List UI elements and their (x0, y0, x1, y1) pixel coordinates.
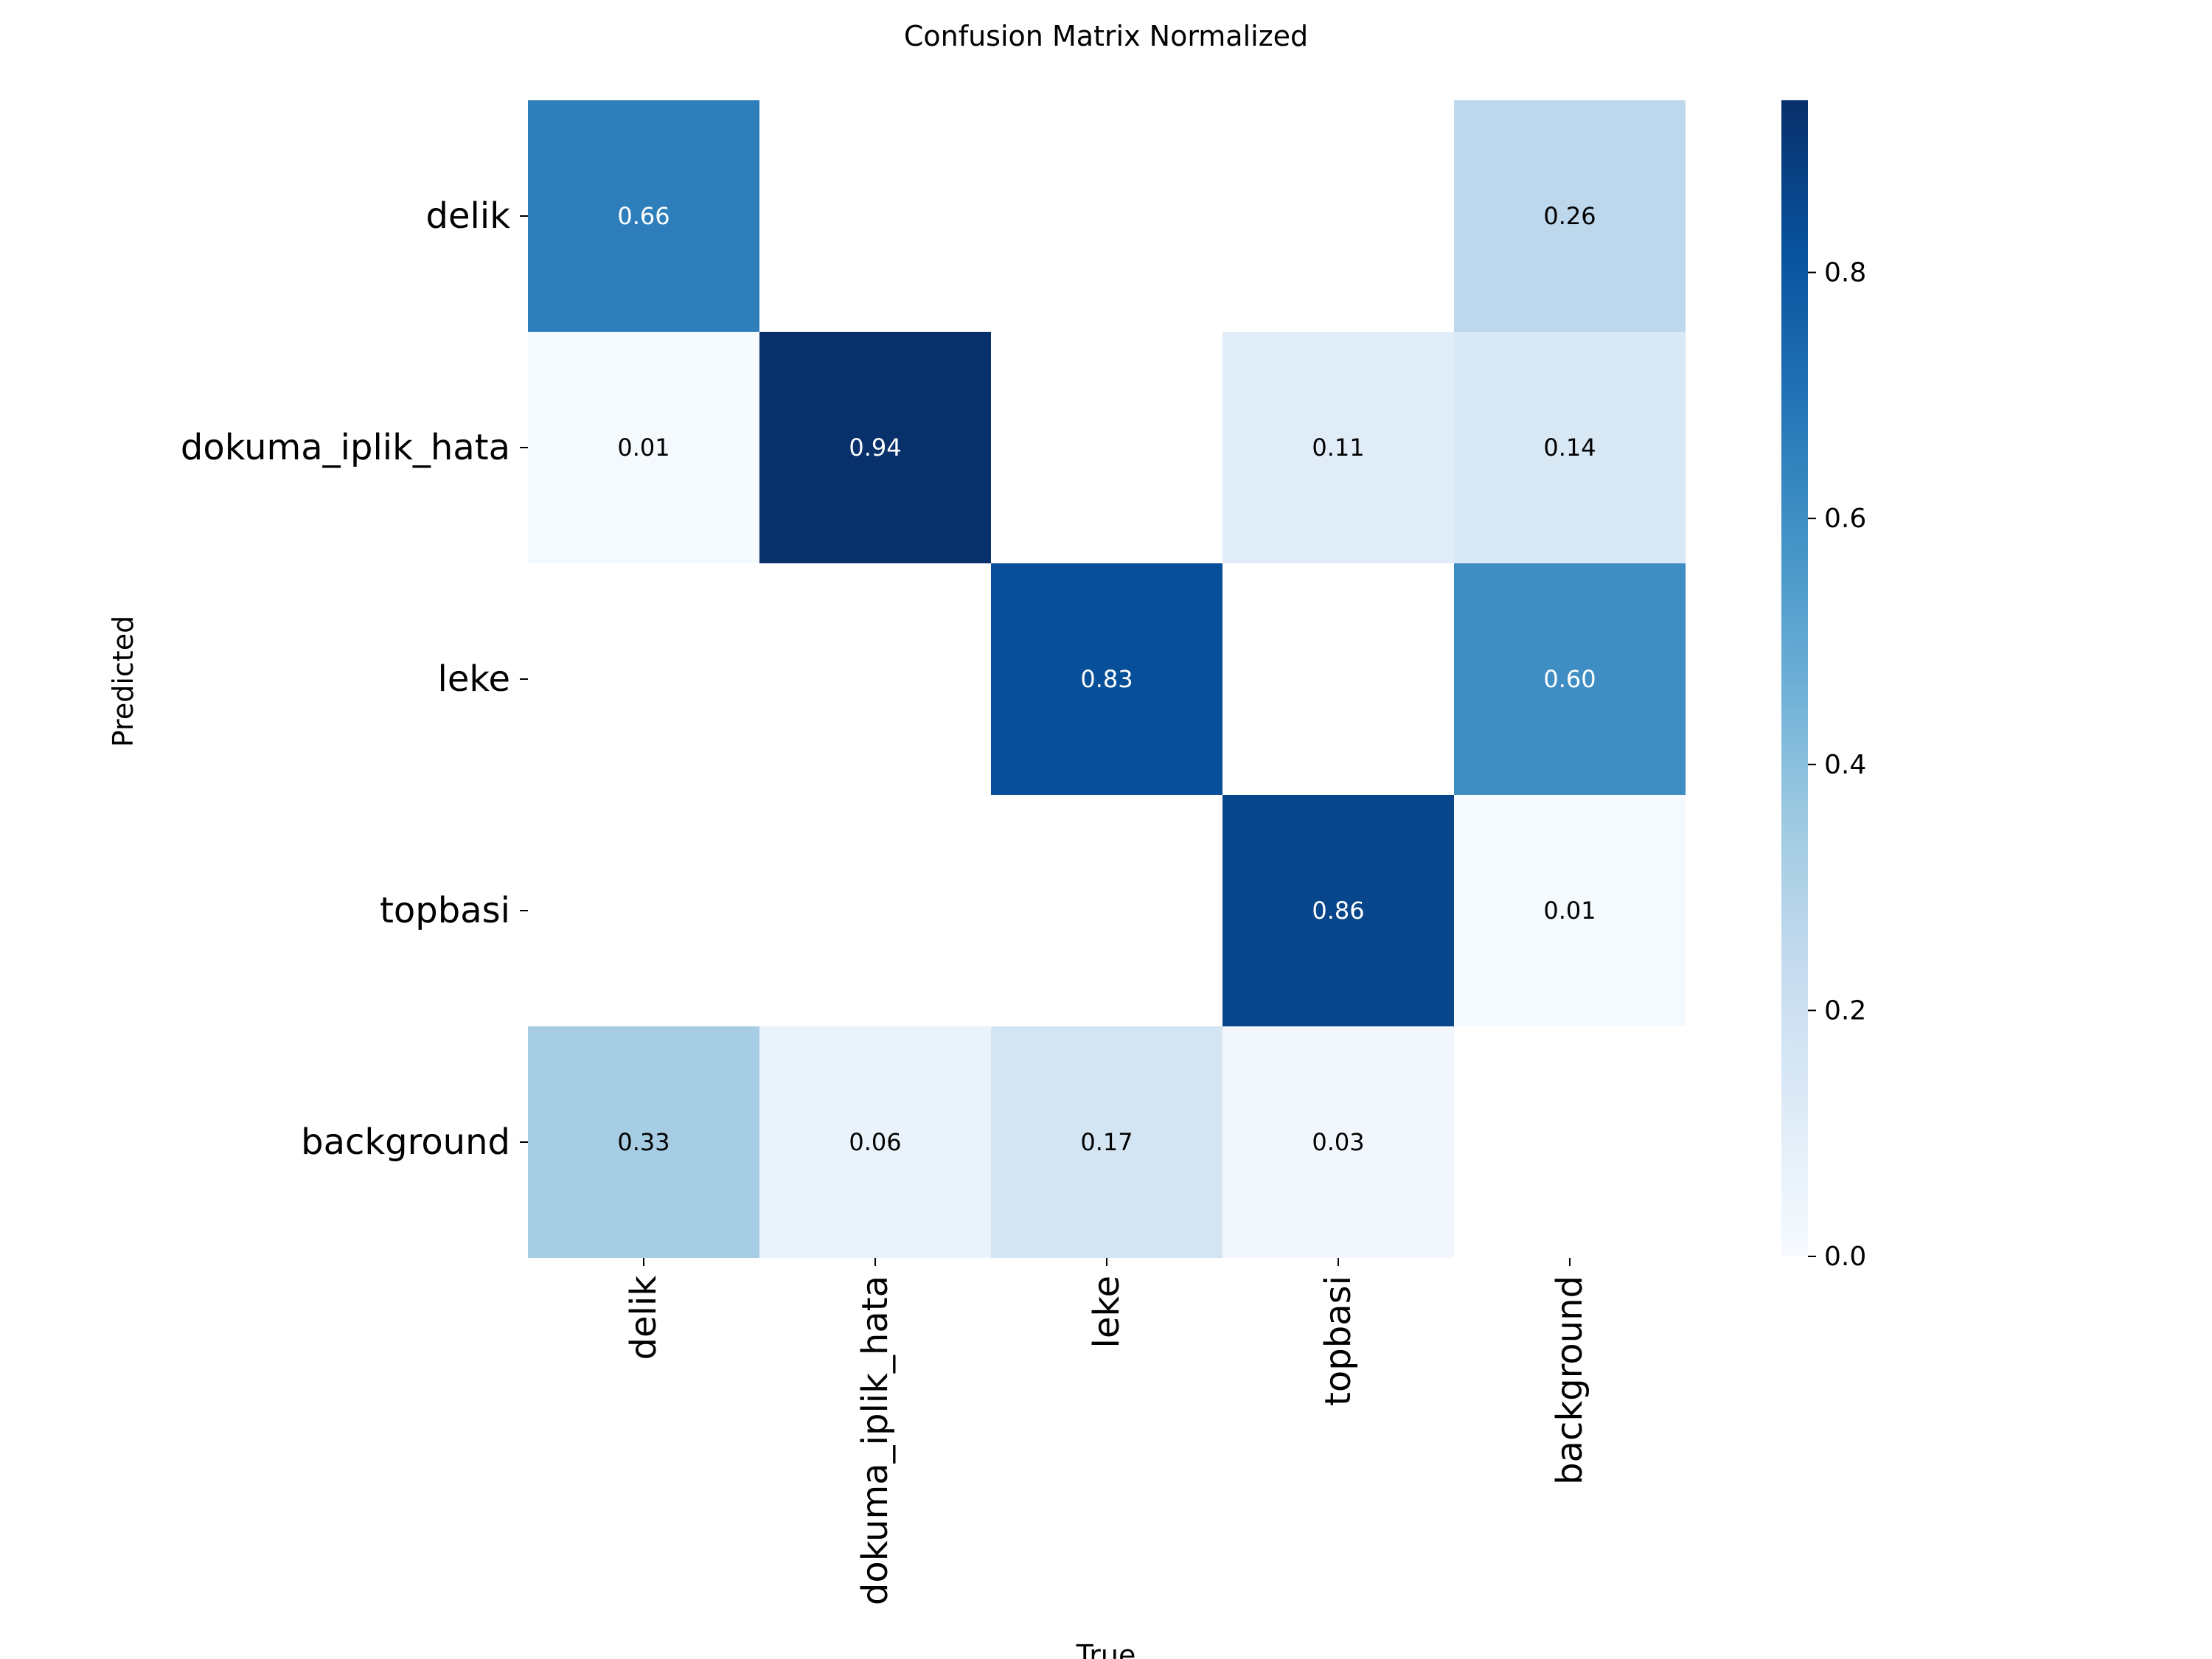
cell-value-label: 0.94 (849, 434, 901, 462)
heatmap-cell (1454, 332, 1686, 563)
cell-value-label: 0.14 (1543, 434, 1596, 462)
y-tick-label: topbasi (380, 890, 510, 931)
heatmap-cell (1222, 795, 1454, 1026)
cell-value-label: 0.17 (1080, 1128, 1133, 1156)
cell-value-label: 0.60 (1543, 665, 1596, 693)
cell-value-label: 0.06 (849, 1128, 901, 1156)
cell-value-label: 0.01 (1543, 897, 1596, 925)
heatmap-cell (991, 563, 1222, 795)
heatmap-cell (759, 332, 991, 563)
colorbar-ticks: 0.0 0.2 0.4 0.6 0.8 (1808, 258, 1866, 1272)
cell-value-label: 0.11 (1312, 434, 1364, 462)
y-tick-label: background (301, 1121, 510, 1163)
x-tick-label: delik (623, 1276, 664, 1360)
x-tick-label: background (1549, 1276, 1590, 1485)
heatmap-cell (759, 1026, 991, 1258)
y-axis-label: Predicted (107, 616, 139, 747)
colorbar-tick-label: 0.4 (1824, 750, 1866, 780)
colorbar-tick-label: 0.2 (1824, 995, 1866, 1026)
heatmap-cell (1454, 563, 1686, 795)
cell-value-label: 0.66 (617, 202, 669, 230)
colorbar-tick-label: 0.8 (1824, 258, 1866, 288)
heatmap-cell (528, 100, 759, 332)
cell-value-label: 0.03 (1312, 1128, 1364, 1156)
x-tick-label: topbasi (1318, 1276, 1359, 1406)
heatmap-cell (991, 1026, 1222, 1258)
heatmap-cells: 0.66 0.26 0.01 0.94 0.11 0.14 0.83 0.60 0.86 0.01… (528, 100, 1686, 1258)
cell-value-label: 0.01 (617, 434, 669, 462)
heatmap-cell (1454, 100, 1686, 332)
heatmap-cell (528, 1026, 759, 1258)
heatmap-cell (1222, 332, 1454, 563)
colorbar-tick-label: 0.0 (1824, 1242, 1866, 1272)
y-tick-label: leke (438, 658, 510, 700)
y-tick-label: dokuma_iplik_hata (181, 427, 510, 468)
colorbar-tick-label: 0.6 (1824, 504, 1866, 534)
heatmap-cell (1454, 795, 1686, 1026)
cell-value-label: 0.33 (617, 1128, 669, 1156)
cell-value-label: 0.86 (1312, 897, 1364, 925)
x-axis-label: True (1076, 1639, 1136, 1659)
heatmap-cell (1222, 1026, 1454, 1258)
heatmap-cell (528, 332, 759, 563)
cell-value-label: 0.83 (1080, 665, 1133, 693)
colorbar (1781, 100, 1808, 1256)
y-tick-label: delik (426, 195, 511, 237)
cell-value-label: 0.26 (1543, 202, 1596, 230)
x-tick-label: leke (1086, 1276, 1127, 1348)
chart-title: Confusion Matrix Normalized (904, 20, 1308, 52)
x-tick-label: dokuma_iplik_hata (855, 1276, 896, 1605)
x-tick-labels: delik dokuma_iplik_hata leke topbasi backgro… (623, 1258, 1590, 1605)
